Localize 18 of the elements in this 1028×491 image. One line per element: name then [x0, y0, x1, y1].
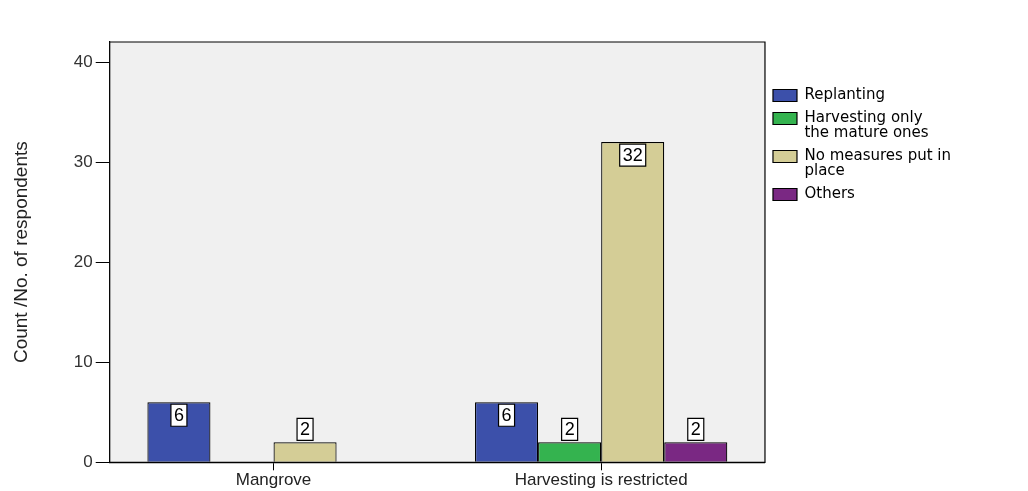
x-tick-label: Harvesting is restricted [514, 470, 688, 490]
y-tick-label: 10 [73, 351, 93, 371]
legend-label: Others [804, 184, 856, 203]
data-label: 32 [622, 145, 643, 166]
y-tick-label: 30 [73, 151, 93, 171]
y-tick-label: 20 [73, 251, 93, 271]
data-label: 2 [300, 419, 311, 440]
data-label: 6 [173, 405, 184, 426]
y-tick-label: 0 [83, 451, 93, 471]
legend-label: Harvesting only the mature ones [804, 108, 929, 142]
y-axis-title: Count /No. of respondents [9, 141, 31, 364]
y-tick-label: 40 [73, 51, 93, 71]
data-label: 2 [690, 419, 701, 440]
legend-label: Replanting [804, 85, 885, 104]
data-label: 2 [564, 419, 575, 440]
data-label: 6 [501, 405, 512, 426]
legend-label: No measures put in place [804, 146, 952, 180]
x-tick-label: Mangrove [235, 470, 312, 490]
